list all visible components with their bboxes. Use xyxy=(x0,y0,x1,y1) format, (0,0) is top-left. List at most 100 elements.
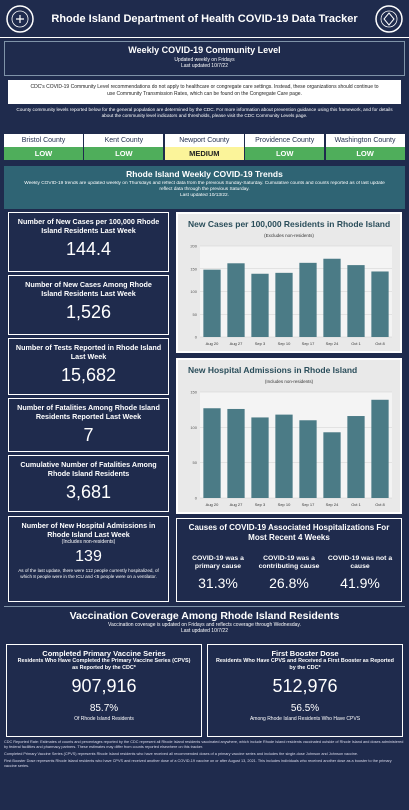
causes-title: Causes of COVID-19 Associated Hospitaliz… xyxy=(188,523,390,542)
footnote: CDC Reported Rate: Estimates of counts a… xyxy=(4,740,404,749)
y-tick-label: 50 xyxy=(193,460,198,465)
vaccination-card: First Booster Dose Residents Who Have CPV… xyxy=(207,644,403,737)
county-name: Kent County xyxy=(84,134,164,147)
chart-title: New Cases per 100,000 Residents in Rhode… xyxy=(188,219,390,229)
x-tick-label: Aug 20 xyxy=(206,341,219,346)
bar xyxy=(371,399,389,498)
x-tick-label: Sep 10 xyxy=(278,502,291,507)
chart: New Hospital Admissions in Rhode Island (… xyxy=(188,365,392,507)
card-count: 907,916 xyxy=(71,676,137,696)
bar xyxy=(227,263,245,337)
stat-sublabel: (Includes non-residents) xyxy=(61,539,116,545)
stat-value: 139 xyxy=(75,548,102,565)
cause-item: COVID-19 was not a cause 41.9% xyxy=(325,555,395,591)
chart-subtitle: (Includes non-residents) xyxy=(265,379,314,384)
bar xyxy=(227,408,245,498)
stat-value: 144.4 xyxy=(65,239,112,259)
stat-label: Number of New Cases per 100,000 Rhode Is… xyxy=(17,217,160,235)
x-tick-label: Sep 17 xyxy=(302,341,315,346)
county-name: Providence County xyxy=(245,134,325,147)
y-tick-label: 100 xyxy=(190,425,197,430)
card-title: Completed Primary Vaccine Series xyxy=(42,649,166,658)
bar xyxy=(275,272,293,337)
bar xyxy=(371,271,389,337)
stat-label: Number of Fatalities Among Rhode Island … xyxy=(17,403,160,421)
card-caption: Of Rhode Island Residents xyxy=(74,716,134,722)
header: Rhode Island Department of Health COVID-… xyxy=(0,0,409,38)
stat-label: Number of New Hospital Admissions in Rho… xyxy=(21,521,156,539)
x-tick-label: Oct 8 xyxy=(375,341,385,346)
x-tick-label: Sep 10 xyxy=(278,341,291,346)
cause-item: COVID-19 was a contributing cause 26.8% xyxy=(254,555,324,591)
county-level: MEDIUM xyxy=(164,147,244,160)
vaccination-card: Completed Primary Vaccine Series Resident… xyxy=(6,644,202,737)
bar xyxy=(275,414,293,498)
notice: CDC's COVID-19 Community Level recommend… xyxy=(8,80,401,104)
section-title: Vaccination Coverage Among Rhode Island … xyxy=(69,610,340,622)
cause-label: COVID-19 was a primary cause xyxy=(192,555,244,571)
y-tick-label: 150 xyxy=(190,390,197,395)
county-level: LOW xyxy=(245,147,325,160)
county-name: Newport County xyxy=(164,134,244,147)
cause-value: 31.3% xyxy=(198,575,238,591)
community-note: County community levels reported below f… xyxy=(16,107,393,119)
card-subtitle: Residents Who Have CPVS and Received a F… xyxy=(216,658,394,672)
vaccination-header: Vaccination Coverage Among Rhode Island … xyxy=(4,606,405,641)
cause-label: COVID-19 was a contributing cause xyxy=(258,555,320,571)
stat-card: Number of New Cases Among Rhode Island R… xyxy=(8,275,169,335)
chart-subtitle: (Excludes non-residents) xyxy=(264,233,314,238)
y-tick-label: 100 xyxy=(190,289,197,294)
logo xyxy=(6,5,34,33)
stat-card: Number of Fatalities Among Rhode Island … xyxy=(8,398,169,452)
card-percent: 85.7% xyxy=(89,703,119,714)
bar xyxy=(347,416,365,498)
x-tick-label: Sep 24 xyxy=(326,341,339,346)
card-percent: 56.5% xyxy=(290,703,320,714)
stat-card: Number of New Hospital Admissions in Rho… xyxy=(8,516,169,602)
chart-title: New Hospital Admissions in Rhode Island xyxy=(188,365,357,375)
section-title: Rhode Island Weekly COVID-19 Trends xyxy=(126,169,283,179)
y-tick-label: 50 xyxy=(193,312,198,317)
x-tick-label: Sep 17 xyxy=(302,502,315,507)
x-tick-label: Oct 8 xyxy=(375,502,385,507)
last-updated: Last updated 10/7/22 xyxy=(181,63,228,69)
stat-value: 3,681 xyxy=(65,482,112,502)
causes-row: COVID-19 was a primary cause 31.3% COVID-1… xyxy=(183,555,395,591)
bar xyxy=(203,408,221,498)
stat-label: Cumulative Number of Fatalities Among Rh… xyxy=(20,460,157,478)
card-caption: Among Rhode Island Residents Who Have CP… xyxy=(249,716,361,722)
cause-value: 41.9% xyxy=(340,575,380,591)
x-tick-label: Aug 27 xyxy=(230,502,243,507)
y-tick-label: 150 xyxy=(190,266,197,271)
footnote: First Booster Dose represents Rhode Isla… xyxy=(4,758,392,768)
x-tick-label: Sep 3 xyxy=(255,502,266,507)
x-tick-label: Oct 1 xyxy=(351,502,361,507)
card-title: First Booster Dose xyxy=(271,649,339,658)
footnote: Completed Primary Vaccine Series (CPVS) … xyxy=(4,751,359,756)
bar xyxy=(299,420,317,498)
bar xyxy=(251,417,269,498)
stat-label: Number of New Cases Among Rhode Island R… xyxy=(25,280,152,298)
x-tick-label: Aug 20 xyxy=(206,502,219,507)
county-name: Bristol County xyxy=(4,134,83,147)
y-tick-label: 200 xyxy=(190,244,197,249)
chart-panel: New Cases per 100,000 Residents in Rhode… xyxy=(176,212,402,353)
stat-label: Number of Tests Reported in Rhode Island… xyxy=(15,343,162,361)
stat-value: 15,682 xyxy=(60,365,117,385)
cause-label: COVID-19 was not a cause xyxy=(327,555,393,571)
trends-header: Rhode Island Weekly COVID-19 Trends Weekl… xyxy=(4,166,405,209)
card-subtitle: Residents Who Have Completed the Primary… xyxy=(17,658,191,672)
y-tick-label: 0 xyxy=(195,335,198,340)
county-level: LOW xyxy=(84,147,164,160)
county-level: LOW xyxy=(325,147,405,160)
bar xyxy=(299,262,317,337)
bar xyxy=(323,432,341,498)
x-tick-label: Oct 1 xyxy=(351,341,361,346)
stat-note: As of the last update, there were 112 pe… xyxy=(18,568,159,579)
stat-card: Cumulative Number of Fatalities Among Rh… xyxy=(8,455,169,512)
x-tick-label: Aug 27 xyxy=(230,341,243,346)
card-count: 512,976 xyxy=(272,676,338,696)
community-header: Weekly COVID-19 Community Level Updated w… xyxy=(4,41,405,76)
update-note: Updated weekly on Fridays xyxy=(174,57,235,63)
